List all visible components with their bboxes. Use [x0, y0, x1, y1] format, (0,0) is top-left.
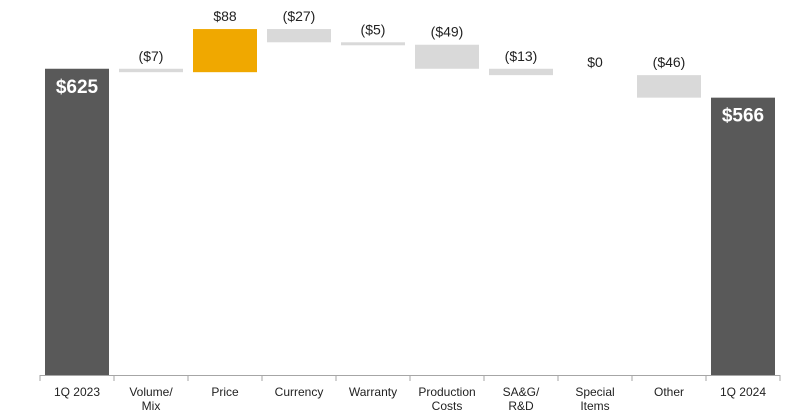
bar-currency — [267, 29, 331, 43]
bar-warranty — [341, 42, 405, 46]
category-label-1q-2023: 1Q 2023 — [54, 385, 100, 399]
bar-other — [637, 75, 701, 98]
category-label-currency: Currency — [275, 385, 324, 399]
category-label-special-items: Special Items — [575, 385, 614, 413]
data-label-warranty: ($5) — [361, 21, 386, 37]
x-axis-ticks-group — [39, 375, 781, 381]
data-label-production-costs: ($49) — [431, 24, 464, 40]
data-label-sa-g-r-d: ($13) — [505, 48, 538, 64]
bar-price — [193, 29, 257, 73]
data-label-price: $88 — [213, 8, 237, 24]
category-labels-group: 1Q 2023 Volume/Mix Price Currency Warranty Pr… — [54, 385, 766, 413]
bar-volume-mix — [119, 68, 183, 73]
data-label-1q-2024: $566 — [722, 106, 764, 127]
data-label-currency: ($27) — [283, 8, 316, 24]
category-label-1q-2024: 1Q 2024 — [720, 385, 766, 399]
bar-1q-2023 — [45, 68, 109, 375]
category-label-warranty: Warranty — [349, 385, 397, 399]
category-label-production-costs: Production Costs — [418, 385, 475, 413]
data-label-volume-mix: ($7) — [139, 48, 164, 64]
bar-sa-g-r-d — [489, 68, 553, 76]
data-label-special-items: $0 — [587, 54, 603, 70]
data-label-other: ($46) — [653, 54, 686, 70]
data-label-1q-2023: $625 — [56, 77, 99, 98]
bar-1q-2024 — [711, 97, 775, 375]
category-label-volume-mix: Volume/Mix — [129, 385, 173, 413]
category-label-sa-g-r-d: SA&G/R&D — [503, 385, 540, 413]
bar-production-costs — [415, 44, 479, 69]
category-label-price: Price — [211, 385, 239, 399]
bars-group — [45, 29, 775, 375]
category-label-other: Other — [654, 385, 684, 399]
data-labels-group: $625 ($7) $88 ($27) ($5) ($49) ($13) $0 ($46) $56… — [56, 8, 764, 127]
